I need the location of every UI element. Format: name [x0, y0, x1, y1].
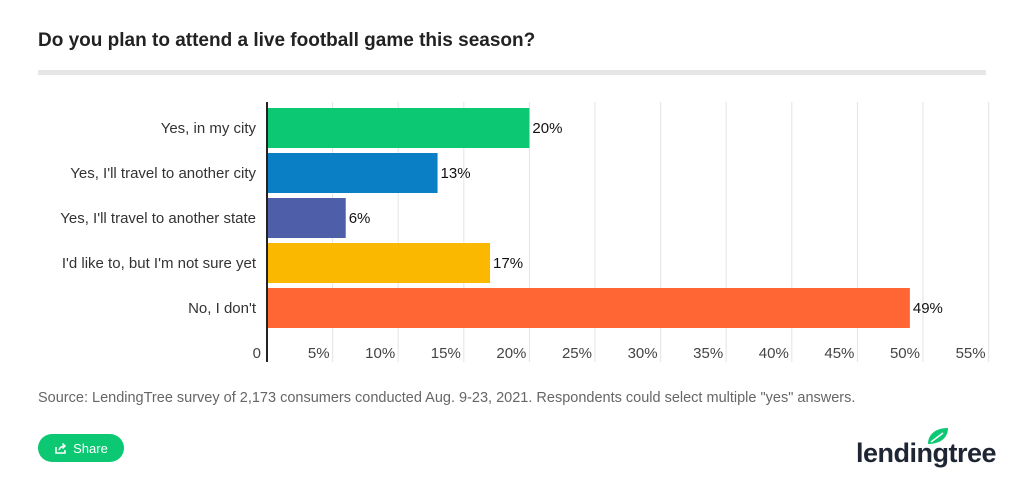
category-label: Yes, I'll travel to another city — [70, 165, 256, 182]
bar-chart: 0 5% 10% 15% 20% 25% 30% 35% 40% 45% 50% 55% Yes, in… — [60, 102, 990, 362]
data-label: 20% — [532, 120, 562, 137]
x-tick-label: 45% — [824, 345, 854, 362]
leaf-icon — [928, 428, 948, 444]
category-label: Yes, I'll travel to another state — [60, 210, 256, 227]
chart-title: Do you plan to attend a live football ga… — [38, 30, 536, 51]
x-tick-label: 55% — [956, 345, 986, 362]
x-tick-label: 25% — [562, 345, 592, 362]
x-tick-label: 40% — [759, 345, 789, 362]
data-label: 13% — [441, 165, 471, 182]
bar — [267, 243, 491, 283]
x-tick-label: 10% — [365, 345, 395, 362]
data-label: 17% — [493, 255, 523, 272]
bar — [267, 198, 346, 238]
share-icon — [55, 442, 67, 454]
x-tick-label: 35% — [693, 345, 723, 362]
share-label: Share — [73, 440, 108, 456]
x-tick-label: 30% — [628, 345, 658, 362]
data-label: 49% — [913, 300, 943, 317]
bar — [267, 288, 910, 328]
data-label: 6% — [349, 210, 371, 227]
category-label: Yes, in my city — [161, 120, 257, 137]
category-label: I'd like to, but I'm not sure yet — [62, 255, 257, 272]
x-tick-label: 15% — [431, 345, 461, 362]
x-tick-label: 0 — [253, 345, 261, 362]
lendingtree-logo: lendingtree — [856, 428, 997, 473]
bar — [267, 153, 438, 193]
x-tick-label: 50% — [890, 345, 920, 362]
source-note: Source: LendingTree survey of 2,173 cons… — [38, 390, 856, 406]
x-tick-label: 20% — [496, 345, 526, 362]
share-button[interactable]: Share — [38, 434, 124, 462]
bar — [267, 108, 530, 148]
category-label: No, I don't — [188, 300, 257, 317]
x-tick-label: 5% — [308, 345, 330, 362]
title-divider — [38, 70, 986, 75]
